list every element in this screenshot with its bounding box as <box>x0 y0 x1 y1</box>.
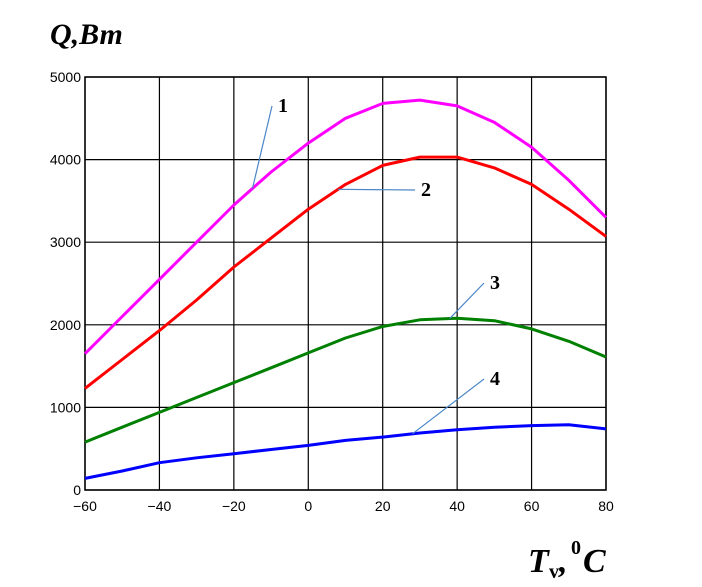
series-2-line <box>84 155 607 390</box>
x-axis-label-subscript: v <box>549 561 559 583</box>
curve-label-2: 2 <box>421 179 431 201</box>
x-tick-label: −60 <box>73 498 97 514</box>
x-tick-label: 60 <box>524 498 540 514</box>
x-axis-label-comma: , <box>558 543 568 580</box>
y-tick-label: 0 <box>73 482 81 498</box>
series-1-line <box>83 98 608 355</box>
annotation-leader <box>449 282 485 319</box>
series-4-line <box>84 423 607 480</box>
x-axis-label-degree: 0 <box>571 537 581 559</box>
curve-label-1: 1 <box>278 95 288 117</box>
annotation-leader <box>412 378 485 435</box>
y-tick-label: 2000 <box>50 317 81 333</box>
axis-ticks: −60 −40 −20 0 20 40 60 80 0 1000 2000 3000 4000 5000 <box>50 69 614 514</box>
x-tick-label: −20 <box>222 498 246 514</box>
x-axis-label: T v , 0 C <box>528 537 606 583</box>
chart-series <box>83 98 608 480</box>
x-tick-label: 20 <box>375 498 391 514</box>
annotation-leader <box>338 188 416 191</box>
x-tick-label: 0 <box>304 498 312 514</box>
y-tick-label: 4000 <box>50 152 81 168</box>
y-tick-label: 1000 <box>50 399 81 415</box>
curve-label-3: 3 <box>490 272 500 294</box>
curve-label-4: 4 <box>490 368 500 390</box>
x-tick-label: −40 <box>148 498 172 514</box>
y-tick-label: 3000 <box>50 234 81 250</box>
x-axis-label-unit: C <box>583 543 606 580</box>
annotation-leader <box>251 105 273 189</box>
annotation-leaders <box>251 105 485 435</box>
y-tick-label: 5000 <box>50 69 81 85</box>
curve-annotations: 1 2 3 4 <box>278 95 500 390</box>
x-tick-label: 80 <box>598 498 614 514</box>
chart-grid <box>84 76 607 491</box>
x-axis-label-main: T <box>528 543 550 580</box>
series-3-line <box>84 316 607 444</box>
y-axis-label: Q,Вт <box>50 18 123 51</box>
plot-frame <box>84 76 607 491</box>
x-tick-label: 40 <box>449 498 465 514</box>
